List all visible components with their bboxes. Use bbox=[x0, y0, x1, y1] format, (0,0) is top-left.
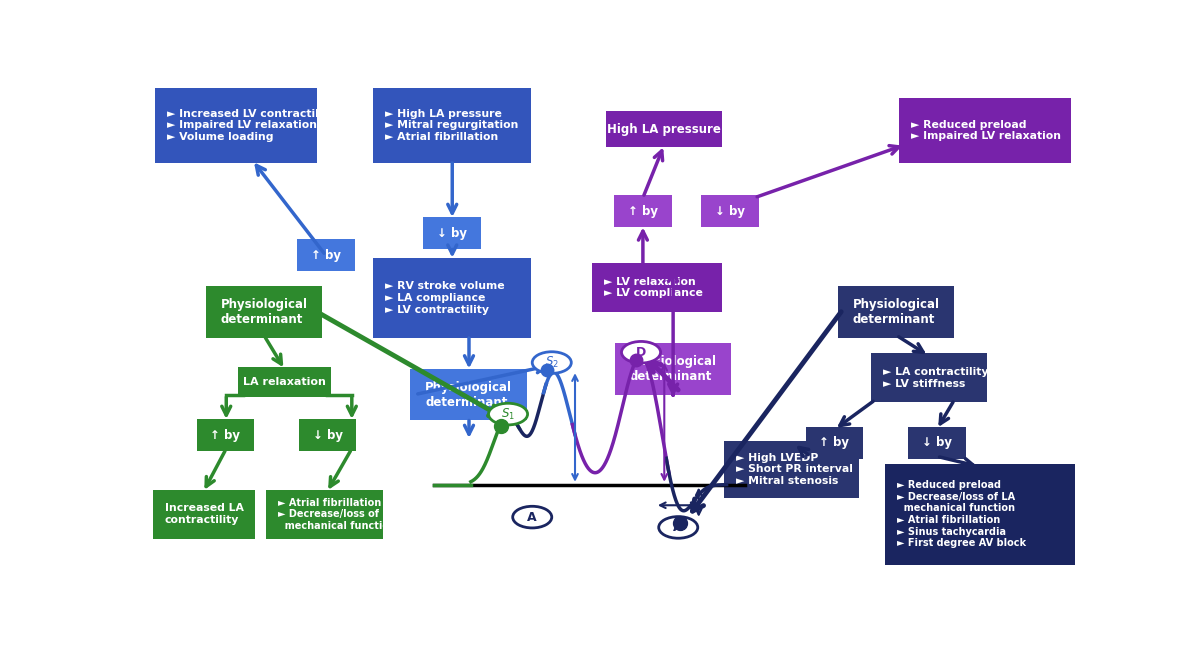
Text: LA relaxation: LA relaxation bbox=[244, 377, 326, 387]
FancyBboxPatch shape bbox=[296, 240, 355, 272]
FancyBboxPatch shape bbox=[724, 441, 859, 498]
Circle shape bbox=[659, 516, 697, 539]
Text: D: D bbox=[636, 346, 646, 359]
Circle shape bbox=[512, 506, 552, 528]
FancyBboxPatch shape bbox=[152, 490, 256, 539]
Circle shape bbox=[533, 352, 571, 373]
FancyBboxPatch shape bbox=[606, 111, 722, 147]
FancyBboxPatch shape bbox=[155, 88, 317, 163]
Circle shape bbox=[622, 341, 660, 363]
FancyBboxPatch shape bbox=[805, 427, 863, 459]
FancyBboxPatch shape bbox=[424, 217, 481, 250]
FancyBboxPatch shape bbox=[299, 419, 356, 451]
Text: ► Increased LV contractility
► Impaired LV relaxation
► Volume loading: ► Increased LV contractility ► Impaired … bbox=[167, 109, 335, 142]
FancyBboxPatch shape bbox=[884, 464, 1075, 565]
Text: A: A bbox=[673, 521, 683, 534]
FancyBboxPatch shape bbox=[266, 490, 383, 539]
FancyBboxPatch shape bbox=[373, 258, 532, 338]
Text: ► LA contractility
► LV stiffness: ► LA contractility ► LV stiffness bbox=[883, 367, 989, 389]
FancyBboxPatch shape bbox=[614, 195, 672, 227]
FancyBboxPatch shape bbox=[908, 427, 966, 459]
FancyBboxPatch shape bbox=[616, 343, 731, 395]
FancyBboxPatch shape bbox=[373, 88, 532, 163]
Text: Increased LA
contractility: Increased LA contractility bbox=[164, 504, 244, 525]
Text: High LA pressure: High LA pressure bbox=[607, 122, 721, 136]
Text: A: A bbox=[528, 510, 538, 524]
Text: Physiological
determinant: Physiological determinant bbox=[630, 355, 716, 383]
FancyBboxPatch shape bbox=[592, 263, 722, 312]
Text: $S_2$: $S_2$ bbox=[545, 355, 559, 370]
FancyBboxPatch shape bbox=[871, 353, 986, 402]
Text: ► High LVEDP
► Short PR interval
► Mitral stenosis: ► High LVEDP ► Short PR interval ► Mitra… bbox=[736, 453, 853, 486]
Text: Physiological
determinant: Physiological determinant bbox=[425, 381, 512, 409]
Text: ↓ by: ↓ by bbox=[715, 205, 745, 217]
FancyBboxPatch shape bbox=[839, 286, 954, 338]
Text: ↑ by: ↑ by bbox=[311, 249, 341, 262]
Text: ► Reduced preload
► Decrease/loss of LA
  mechanical function
► Atrial fibrillat: ► Reduced preload ► Decrease/loss of LA … bbox=[896, 480, 1026, 549]
Text: ► LV relaxation
► LV compliance: ► LV relaxation ► LV compliance bbox=[604, 277, 703, 298]
FancyBboxPatch shape bbox=[197, 419, 254, 451]
Text: ↑ by: ↑ by bbox=[820, 436, 850, 450]
FancyBboxPatch shape bbox=[239, 367, 331, 397]
FancyBboxPatch shape bbox=[410, 369, 527, 420]
Text: ↓ by: ↓ by bbox=[922, 436, 952, 450]
FancyBboxPatch shape bbox=[702, 195, 760, 227]
Text: $S_1$: $S_1$ bbox=[502, 407, 515, 421]
Circle shape bbox=[488, 403, 528, 425]
Text: ↓ by: ↓ by bbox=[437, 227, 467, 240]
Text: Physiological
determinant: Physiological determinant bbox=[221, 298, 307, 326]
Text: ► High LA pressure
► Mitral regurgitation
► Atrial fibrillation: ► High LA pressure ► Mitral regurgitatio… bbox=[385, 109, 518, 142]
Text: Physiological
determinant: Physiological determinant bbox=[853, 298, 940, 326]
Text: ► Atrial fibrillation
► Decrease/loss of LA
  mechanical function: ► Atrial fibrillation ► Decrease/loss of… bbox=[278, 498, 396, 531]
Text: ► Reduced preload
► Impaired LV relaxation: ► Reduced preload ► Impaired LV relaxati… bbox=[911, 120, 1061, 141]
Text: ↑ by: ↑ by bbox=[210, 429, 240, 442]
Text: ► RV stroke volume
► LA compliance
► LV contractility: ► RV stroke volume ► LA compliance ► LV … bbox=[385, 282, 505, 314]
Text: ↓ by: ↓ by bbox=[313, 429, 343, 442]
Text: ↑ by: ↑ by bbox=[628, 205, 658, 217]
FancyBboxPatch shape bbox=[206, 286, 322, 338]
FancyBboxPatch shape bbox=[899, 98, 1070, 163]
